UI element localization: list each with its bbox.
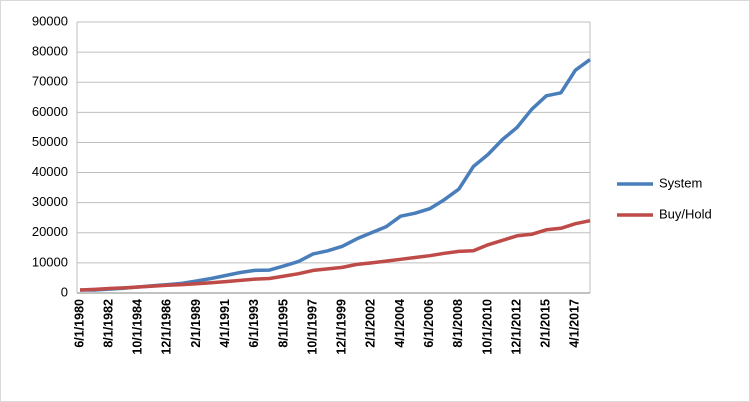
y-tick-label: 0 <box>61 284 68 299</box>
x-tick-label: 6/1/2006 <box>422 299 436 348</box>
x-tick-label: 2/1/2015 <box>539 299 553 348</box>
y-tick-label: 70000 <box>32 74 68 89</box>
x-tick-label: 8/1/2008 <box>451 299 465 348</box>
y-tick-label: 90000 <box>32 13 68 28</box>
x-tick-label: 10/1/2010 <box>480 299 494 355</box>
legend-label: Buy/Hold <box>659 206 712 221</box>
y-tick-label: 20000 <box>32 224 68 239</box>
y-tick-label: 40000 <box>32 164 68 179</box>
x-tick-label: 12/1/2012 <box>509 299 523 355</box>
x-tick-label: 4/1/2004 <box>393 299 407 348</box>
x-tick-label: 12/1/1999 <box>335 299 349 355</box>
x-tick-label: 6/1/1980 <box>72 299 86 348</box>
x-tick-label: 6/1/1993 <box>247 299 261 348</box>
y-tick-label: 60000 <box>32 104 68 119</box>
x-tick-label: 2/1/1989 <box>189 299 203 348</box>
x-tick-label: 4/1/2017 <box>568 299 582 348</box>
x-tick-label: 8/1/1995 <box>276 299 290 348</box>
x-tick-label: 8/1/1982 <box>101 299 115 348</box>
y-tick-label: 10000 <box>32 254 68 269</box>
x-tick-label: 4/1/1991 <box>218 299 232 348</box>
y-tick-label: 80000 <box>32 44 68 59</box>
legend-label: System <box>659 175 702 190</box>
x-tick-label: 10/1/1984 <box>131 299 145 355</box>
series-line <box>79 218 591 292</box>
y-tick-label: 50000 <box>32 134 68 149</box>
x-tick-label: 2/1/2002 <box>364 299 378 348</box>
x-tick-label: 12/1/1986 <box>160 299 174 355</box>
y-tick-label: 30000 <box>32 194 68 209</box>
x-tick-label: 10/1/1997 <box>305 299 319 355</box>
